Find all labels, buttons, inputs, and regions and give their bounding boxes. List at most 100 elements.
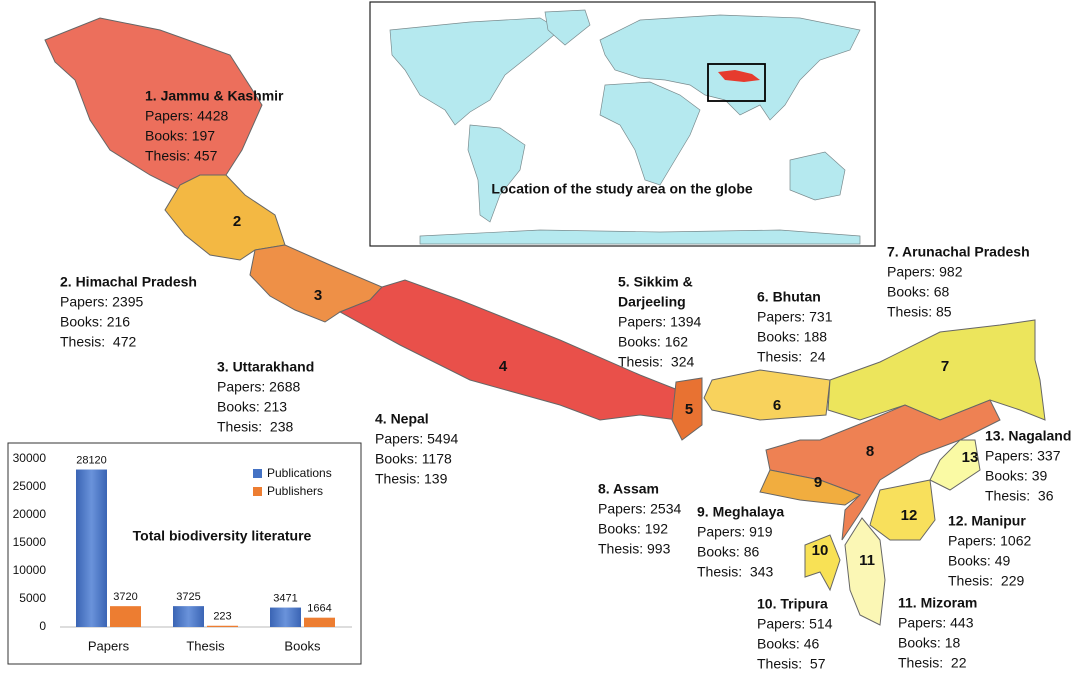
region-title: 7. Arunachal Pradesh	[887, 244, 1030, 260]
region-stat: Books: 216	[60, 314, 130, 330]
region-stat: Books: 192	[598, 521, 668, 537]
europe-asia	[599, 14, 861, 121]
region-tripura	[804, 534, 841, 592]
region-title: 13. Nagaland	[985, 428, 1071, 444]
region-title: 6. Bhutan	[757, 289, 821, 305]
legend-swatch	[253, 469, 262, 478]
region-number: 2	[233, 213, 241, 230]
region-title: 12. Manipur	[948, 513, 1026, 529]
y-tick-label: 20000	[13, 507, 47, 521]
region-title: 2. Himachal Pradesh	[60, 274, 197, 290]
legend-label: Publications	[267, 466, 332, 480]
x-tick-label: Books	[284, 638, 321, 653]
region-stat: Books: 49	[948, 553, 1010, 569]
region-title: Darjeeling	[618, 294, 686, 310]
region-number: 10	[812, 542, 829, 559]
region-title: 9. Meghalaya	[697, 504, 784, 520]
greenland	[544, 9, 591, 46]
region-title: 10. Tripura	[757, 596, 828, 612]
australia	[789, 151, 846, 201]
region-stat: Thesis: 36	[985, 488, 1054, 504]
data-label: 3720	[113, 591, 137, 603]
region-stat: Books: 46	[757, 636, 819, 652]
region-number: 8	[866, 443, 874, 460]
region-stat: Papers: 2688	[217, 379, 300, 395]
region-stat: Papers: 5494	[375, 431, 458, 447]
region-stat: Thesis: 238	[217, 419, 293, 435]
region-bhutan	[703, 369, 831, 421]
region-title: 4. Nepal	[375, 411, 429, 427]
region-assam	[765, 399, 1001, 541]
region-number: 4	[499, 358, 508, 375]
region-stat: Papers: 4428	[145, 108, 228, 124]
region-nagaland	[929, 439, 981, 491]
y-tick-label: 15000	[13, 535, 47, 549]
region-title: 1. Jammu & Kashmir	[145, 88, 284, 104]
bar	[173, 606, 204, 627]
antarctica	[419, 229, 861, 245]
bar	[110, 606, 141, 627]
region-title: 5. Sikkim &	[618, 274, 693, 290]
africa	[599, 81, 701, 186]
region-sikkim	[671, 377, 703, 441]
region-stat: Books: 213	[217, 399, 287, 415]
y-tick-label: 0	[39, 619, 46, 633]
region-stat: Papers: 2534	[598, 501, 681, 517]
region-stat: Thesis: 22	[898, 655, 967, 671]
region-stat: Thesis: 85	[887, 304, 952, 320]
region-stat: Thesis: 139	[375, 471, 448, 487]
region-stat: Papers: 1062	[948, 533, 1031, 549]
south-america	[467, 124, 526, 223]
region-number: 11	[859, 552, 875, 569]
x-tick-label: Papers	[88, 638, 130, 653]
region-stat: Thesis: 324	[618, 354, 694, 370]
region-stat: Thesis: 472	[60, 334, 136, 350]
y-tick-label: 10000	[13, 563, 47, 577]
region-stat: Papers: 1394	[618, 314, 701, 330]
bar	[76, 469, 107, 627]
region-stat: Books: 86	[697, 544, 759, 560]
region-stat: Books: 1178	[375, 451, 452, 467]
region-title: 8. Assam	[598, 481, 659, 497]
region-number: 3	[314, 287, 322, 304]
study-area-highlight	[718, 70, 760, 82]
region-number: 9	[814, 474, 822, 491]
y-tick-label: 25000	[13, 479, 47, 493]
region-himachal	[164, 174, 286, 261]
region-number: 12	[901, 507, 918, 524]
region-stat: Books: 197	[145, 128, 215, 144]
legend-swatch	[253, 487, 262, 496]
region-arunachal	[827, 319, 1046, 421]
study-area-box	[707, 63, 766, 102]
region-stat: Thesis: 343	[697, 564, 773, 580]
region-number: 6	[773, 397, 781, 414]
y-tick-label: 30000	[13, 451, 47, 465]
region-nepal	[338, 279, 679, 421]
data-label: 3471	[273, 592, 297, 604]
data-label: 28120	[76, 454, 107, 466]
region-stat: Thesis: 457	[145, 148, 218, 164]
region-stat: Thesis: 57	[757, 656, 826, 672]
y-tick-label: 5000	[19, 591, 46, 605]
inset-caption: Location of the study area on the globe	[491, 181, 753, 197]
region-stat: Papers: 731	[757, 309, 833, 325]
legend-label: Publishers	[267, 484, 323, 498]
region-stat: Papers: 443	[898, 615, 974, 631]
region-jammu-kashmir	[44, 17, 263, 191]
world-inset: Location of the study area on the globe	[369, 1, 876, 247]
region-number: 5	[685, 401, 693, 418]
bar	[207, 625, 238, 627]
region-stat: Papers: 982	[887, 264, 963, 280]
region-stat: Books: 68	[887, 284, 949, 300]
region-number: 7	[941, 358, 949, 375]
region-stat: Thesis: 993	[598, 541, 671, 557]
region-stat: Papers: 919	[697, 524, 773, 540]
bar	[270, 607, 301, 627]
regions	[44, 17, 1046, 626]
region-stat: Thesis: 24	[757, 349, 826, 365]
chart-title: Total biodiversity literature	[133, 528, 312, 544]
region-stat: Books: 188	[757, 329, 827, 345]
region-mizoram	[844, 517, 886, 626]
region-title: 3. Uttarakhand	[217, 359, 314, 375]
